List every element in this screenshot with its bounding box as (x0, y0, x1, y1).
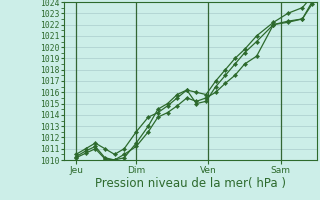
X-axis label: Pression niveau de la mer( hPa ): Pression niveau de la mer( hPa ) (95, 177, 286, 190)
